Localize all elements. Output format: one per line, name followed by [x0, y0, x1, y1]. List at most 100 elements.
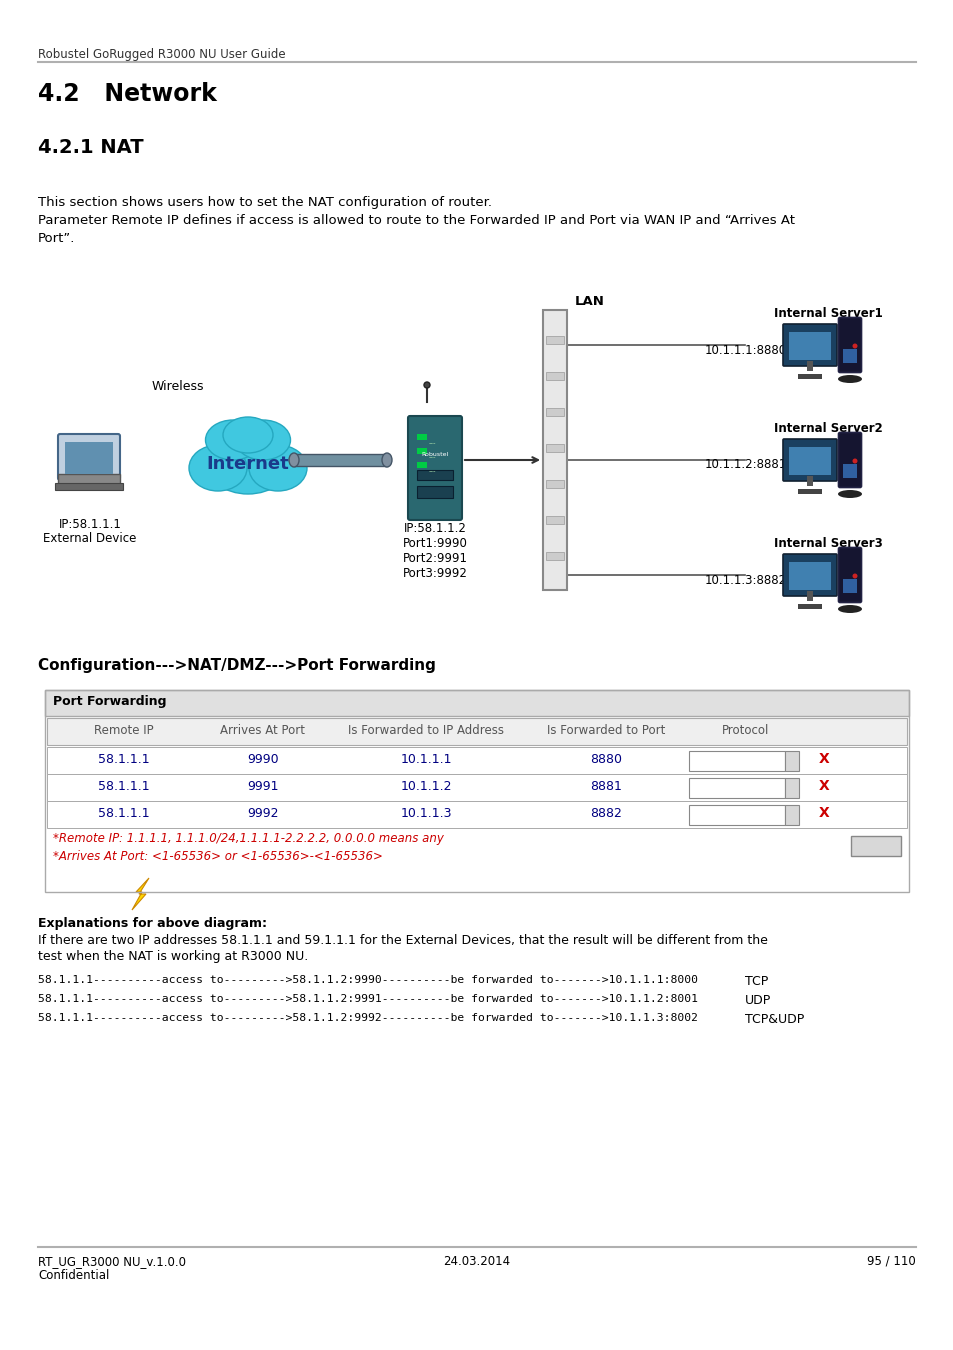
- Text: Configuration--->NAT/DMZ--->Port Forwarding: Configuration--->NAT/DMZ--->Port Forward…: [38, 657, 436, 674]
- Bar: [55, 483, 123, 490]
- Text: ---: ---: [429, 454, 436, 460]
- Ellipse shape: [381, 454, 392, 467]
- Text: 10.1.1.1: 10.1.1.1: [400, 753, 452, 765]
- Text: X: X: [818, 752, 828, 765]
- FancyBboxPatch shape: [58, 433, 120, 481]
- Text: 4.2.1 NAT: 4.2.1 NAT: [38, 138, 144, 157]
- Text: TCP: TCP: [725, 752, 747, 765]
- Text: 58.1.1.1----------access to--------->58.1.1.2:9991----------be forwarded to-----: 58.1.1.1----------access to--------->58.…: [38, 994, 698, 1004]
- Text: If there are two IP addresses 58.1.1.1 and 59.1.1.1 for the External Devices, th: If there are two IP addresses 58.1.1.1 a…: [38, 934, 767, 946]
- Ellipse shape: [235, 420, 291, 460]
- Text: ▼: ▼: [788, 753, 794, 759]
- Text: 10.1.1.2: 10.1.1.2: [400, 780, 452, 792]
- Text: 8880: 8880: [589, 753, 621, 765]
- Text: 58.1.1.1----------access to--------->58.1.1.2:9990----------be forwarded to-----: 58.1.1.1----------access to--------->58.…: [38, 975, 698, 985]
- Bar: [416, 462, 427, 468]
- Bar: [545, 336, 563, 344]
- Bar: [788, 562, 830, 590]
- Text: TCP&UDP: TCP&UDP: [744, 1012, 803, 1026]
- Text: Is Forwarded to IP Address: Is Forwarded to IP Address: [348, 724, 503, 737]
- Bar: [797, 489, 821, 494]
- Bar: [797, 603, 821, 609]
- Text: 10.1.1.3:8882: 10.1.1.3:8882: [704, 574, 786, 586]
- Ellipse shape: [837, 490, 862, 498]
- Text: Internet: Internet: [207, 455, 289, 472]
- Text: 58.1.1.1----------access to--------->58.1.1.2:9992----------be forwarded to-----: 58.1.1.1----------access to--------->58.…: [38, 1012, 698, 1023]
- Ellipse shape: [423, 382, 430, 387]
- Text: Add: Add: [863, 840, 887, 853]
- Ellipse shape: [852, 459, 857, 463]
- Bar: [842, 579, 856, 593]
- Bar: [545, 408, 563, 416]
- Text: TCP&UDP: TCP&UDP: [708, 806, 764, 819]
- Text: 58.1.1.1: 58.1.1.1: [98, 780, 150, 792]
- Bar: [806, 360, 812, 371]
- FancyBboxPatch shape: [408, 416, 461, 520]
- Bar: [842, 350, 856, 363]
- Text: 9992: 9992: [247, 807, 278, 819]
- Text: *Remote IP: 1.1.1.1, 1.1.1.0/24,1.1.1.1-2.2.2.2, 0.0.0.0 means any: *Remote IP: 1.1.1.1, 1.1.1.0/24,1.1.1.1-…: [53, 832, 443, 845]
- Text: Port2:9991: Port2:9991: [402, 552, 467, 566]
- Text: IP:58.1.1.2: IP:58.1.1.2: [403, 522, 466, 535]
- Text: Port3:9992: Port3:9992: [402, 567, 467, 580]
- Text: 10.1.1.1:8880: 10.1.1.1:8880: [704, 343, 786, 356]
- Bar: [542, 310, 566, 590]
- Text: Robustel GoRugged R3000 NU User Guide: Robustel GoRugged R3000 NU User Guide: [38, 49, 285, 61]
- Ellipse shape: [249, 446, 307, 491]
- Text: 58.1.1.1: 58.1.1.1: [98, 753, 150, 765]
- Bar: [47, 747, 906, 774]
- Text: LAN: LAN: [575, 296, 604, 308]
- Bar: [416, 470, 453, 481]
- Text: Is Forwarded to Port: Is Forwarded to Port: [546, 724, 664, 737]
- Text: 95 / 110: 95 / 110: [866, 1256, 915, 1268]
- Ellipse shape: [223, 417, 273, 454]
- Text: Internal Server2: Internal Server2: [773, 423, 882, 435]
- Text: 8881: 8881: [590, 780, 621, 792]
- Text: Confidential: Confidential: [38, 1269, 110, 1282]
- Text: RT_UG_R3000 NU_v.1.0.0: RT_UG_R3000 NU_v.1.0.0: [38, 1256, 186, 1268]
- FancyBboxPatch shape: [838, 548, 861, 602]
- Text: IP:58.1.1.1: IP:58.1.1.1: [58, 518, 121, 531]
- Text: External Device: External Device: [43, 532, 136, 545]
- Text: 58.1.1.1: 58.1.1.1: [98, 807, 150, 819]
- Text: 9991: 9991: [247, 780, 278, 792]
- Ellipse shape: [837, 375, 862, 383]
- FancyBboxPatch shape: [782, 324, 836, 366]
- Text: ▼: ▼: [788, 807, 794, 813]
- Bar: [788, 447, 830, 475]
- Bar: [688, 778, 784, 798]
- Bar: [842, 464, 856, 478]
- Bar: [806, 591, 812, 601]
- Text: Protocol: Protocol: [721, 724, 769, 737]
- Bar: [545, 444, 563, 452]
- Bar: [416, 433, 427, 440]
- Text: UDP: UDP: [744, 994, 770, 1007]
- Bar: [545, 552, 563, 560]
- Bar: [47, 801, 906, 828]
- Text: 9990: 9990: [247, 753, 278, 765]
- Bar: [797, 374, 821, 379]
- Ellipse shape: [205, 420, 260, 460]
- Bar: [688, 805, 784, 825]
- Text: X: X: [818, 779, 828, 792]
- Text: 4.2   Network: 4.2 Network: [38, 82, 216, 107]
- Text: Internal Server3: Internal Server3: [773, 537, 882, 549]
- Ellipse shape: [837, 605, 862, 613]
- Bar: [784, 778, 799, 798]
- Text: Port Forwarding: Port Forwarding: [53, 695, 167, 707]
- Text: Arrives At Port: Arrives At Port: [220, 724, 305, 737]
- Ellipse shape: [204, 427, 292, 494]
- Bar: [545, 373, 563, 379]
- Ellipse shape: [852, 574, 857, 579]
- Text: Wireless: Wireless: [152, 379, 204, 393]
- Bar: [545, 481, 563, 487]
- Text: Robustel: Robustel: [421, 452, 448, 458]
- Polygon shape: [132, 878, 149, 910]
- Text: ---: ---: [429, 440, 436, 446]
- Text: ---: ---: [429, 468, 436, 474]
- Bar: [688, 751, 784, 771]
- Text: Port”.: Port”.: [38, 232, 75, 244]
- Bar: [65, 441, 112, 474]
- Ellipse shape: [852, 343, 857, 348]
- Text: test when the NAT is working at R3000 NU.: test when the NAT is working at R3000 NU…: [38, 950, 308, 963]
